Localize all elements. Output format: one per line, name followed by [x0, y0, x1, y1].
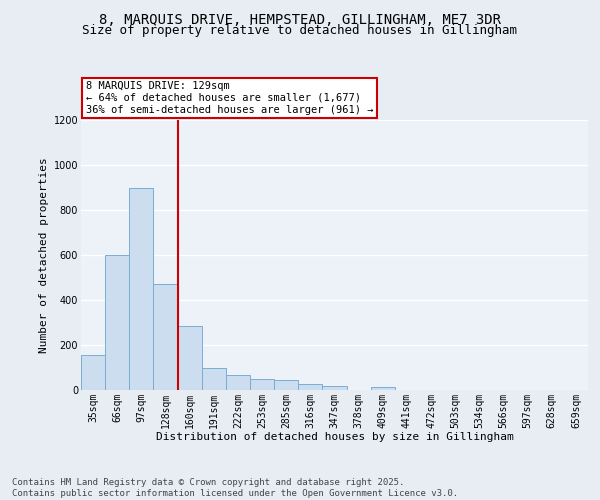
Text: 8 MARQUIS DRIVE: 129sqm
← 64% of detached houses are smaller (1,677)
36% of semi: 8 MARQUIS DRIVE: 129sqm ← 64% of detache…	[86, 82, 374, 114]
Bar	[274, 380, 298, 390]
Bar	[226, 376, 250, 390]
Bar	[250, 379, 274, 390]
Bar	[81, 355, 105, 390]
Y-axis label: Number of detached properties: Number of detached properties	[40, 157, 49, 353]
Bar	[202, 368, 226, 390]
Bar	[129, 188, 154, 390]
Bar	[105, 255, 129, 390]
Text: Size of property relative to detached houses in Gillingham: Size of property relative to detached ho…	[83, 24, 517, 37]
X-axis label: Distribution of detached houses by size in Gillingham: Distribution of detached houses by size …	[155, 432, 514, 442]
Bar	[322, 386, 347, 390]
Bar	[371, 386, 395, 390]
Bar	[298, 384, 322, 390]
Bar	[154, 284, 178, 390]
Bar	[178, 326, 202, 390]
Text: Contains HM Land Registry data © Crown copyright and database right 2025.
Contai: Contains HM Land Registry data © Crown c…	[12, 478, 458, 498]
Text: 8, MARQUIS DRIVE, HEMPSTEAD, GILLINGHAM, ME7 3DR: 8, MARQUIS DRIVE, HEMPSTEAD, GILLINGHAM,…	[99, 12, 501, 26]
